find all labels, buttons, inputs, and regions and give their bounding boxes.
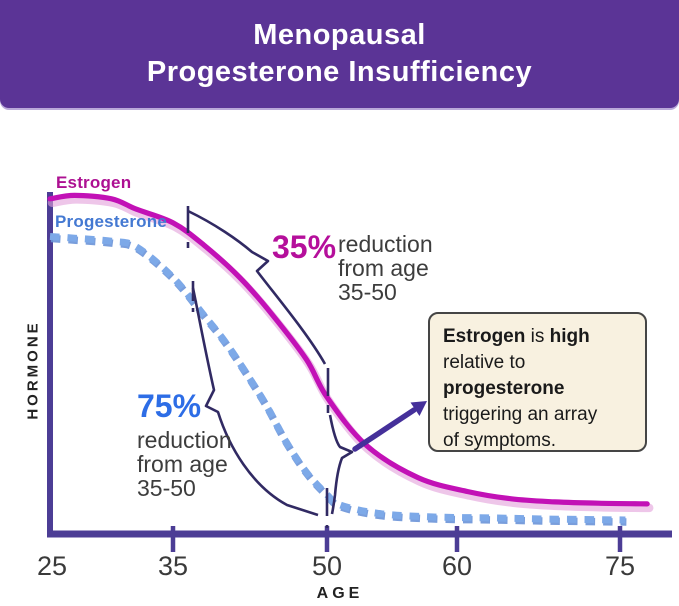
progesterone-curve bbox=[49, 233, 626, 524]
callout-arrow-shaft bbox=[352, 407, 417, 452]
callout-line-5: of symptoms. bbox=[443, 430, 556, 451]
callout-arrow-head bbox=[410, 401, 427, 416]
annotation-braces bbox=[186, 206, 354, 528]
title-line-1: Menopausal bbox=[253, 19, 426, 51]
estrogen-drop-line-3: 35-50 bbox=[338, 279, 397, 305]
x-axis-title: AGE bbox=[316, 585, 364, 602]
brace-estrogen-35-50 bbox=[187, 209, 327, 365]
estrogen-drop-text: reduction from age 35-50 bbox=[338, 232, 433, 304]
estrogen-drop-line-1: reduction bbox=[338, 231, 433, 257]
progesterone-drop-text: reduction from age 35-50 bbox=[137, 428, 232, 500]
header-banner: Menopausal Progesterone Insufficiency bbox=[0, 0, 679, 108]
x-tick-label-50: 50 bbox=[311, 551, 343, 581]
callout-line-3: progesterone bbox=[443, 376, 632, 402]
estrogen-drop-percent: 35% bbox=[272, 229, 337, 265]
callout-bold-high: high bbox=[549, 326, 590, 347]
x-tick-label-25: 25 bbox=[36, 551, 68, 581]
progesterone-drop-percent: 75% bbox=[137, 388, 202, 424]
progesterone-drop-line-2: from age bbox=[137, 451, 228, 477]
estrogen-curve bbox=[47, 192, 650, 507]
progesterone-drop-line-3: 35-50 bbox=[137, 475, 196, 501]
callout-arrow bbox=[352, 401, 427, 452]
x-tick-label-60: 60 bbox=[441, 551, 473, 581]
callout-box: Estrogen is high relative to progesteron… bbox=[428, 312, 647, 452]
callout-bold-estrogen: Estrogen bbox=[443, 326, 526, 347]
y-axis-title: HORMONE bbox=[24, 320, 42, 420]
callout-text-is: is bbox=[525, 326, 550, 347]
callout-bold-progesterone: progesterone bbox=[443, 378, 565, 399]
x-tick-label-35: 35 bbox=[157, 551, 189, 581]
title-line-2: Progesterone Insufficiency bbox=[146, 56, 533, 88]
axes bbox=[47, 192, 672, 552]
progesterone-drop-line-1: reduction bbox=[137, 427, 232, 453]
callout-line-4: triggering an array bbox=[443, 404, 598, 425]
brace-progesterone-35-50 bbox=[191, 287, 319, 517]
callout-line-2: relative to bbox=[443, 352, 526, 373]
progesterone-series-label: Progesterone bbox=[55, 212, 167, 231]
brace-hormone-gap-age50 bbox=[328, 414, 354, 515]
estrogen-drop-line-2: from age bbox=[338, 255, 429, 281]
x-tick-label-75: 75 bbox=[604, 551, 636, 581]
callout-line-1: Estrogen is high bbox=[443, 324, 632, 350]
estrogen-series-label: Estrogen bbox=[56, 173, 132, 192]
x-axis-tick-marks bbox=[170, 526, 623, 552]
